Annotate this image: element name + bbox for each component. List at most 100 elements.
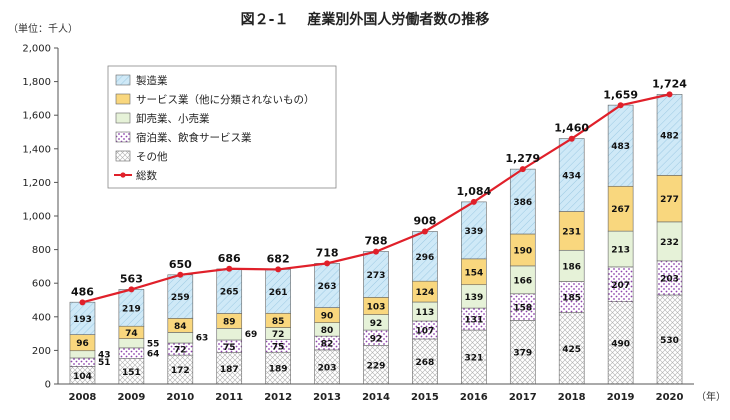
bar-value-label: 265 (220, 288, 239, 298)
bar-value-label: 213 (611, 246, 630, 256)
bar-segment (558, 249, 585, 282)
bar-segment (167, 354, 194, 385)
bar-value-label: 482 (660, 131, 679, 141)
legend-swatch (115, 74, 131, 86)
x-tick-label: 2018 (558, 392, 586, 403)
bar-segment (607, 104, 634, 187)
bar-segment (167, 274, 194, 319)
bar-value-label: 92 (370, 319, 383, 329)
bar-segment (118, 289, 145, 327)
x-tick-label: 2009 (117, 392, 145, 403)
bar-value-label: 483 (611, 142, 630, 152)
total-point (373, 248, 379, 255)
bar-segment (69, 301, 96, 335)
y-unit-label: （単位：千人） (8, 22, 78, 35)
bar-value-label: 63 (196, 334, 209, 344)
y-tick-label: 0 (45, 380, 51, 391)
total-point (519, 166, 526, 173)
bar-value-label: 107 (416, 326, 435, 336)
total-line: 486 563 650 686 682 718 788 908 1,084 1,279 1,460 1… (71, 77, 687, 306)
total-value-label: 650 (169, 258, 192, 271)
y-axis: 0 200 400 600 800 1,000 1,200 1,400 1,600 1,800 2,… (22, 44, 59, 391)
y-tick-label: 1,400 (22, 144, 51, 155)
bar-value-label: 89 (223, 317, 236, 327)
bar-segment (69, 350, 96, 359)
x-axis: 2008 2009 2010 2011 2012 2013 2014 2015 2016 2017… (58, 383, 694, 403)
bar-value-label: 259 (171, 293, 190, 303)
legend-swatch (115, 150, 131, 162)
total-point (275, 266, 282, 273)
bar-value-label: 96 (76, 339, 89, 349)
total-value-label: 908 (413, 214, 436, 227)
bar-value-label: 193 (73, 315, 92, 325)
legend-label: 卸売業、小売業 (136, 112, 210, 125)
bar-value-label: 261 (269, 288, 288, 298)
bar-value-label: 92 (370, 334, 383, 344)
legend-label: サービス業（他に分類されないもの） (136, 93, 315, 106)
bar-value-label: 434 (562, 172, 581, 182)
x-tick-label: 2010 (166, 392, 194, 403)
bar-value-label: 84 (174, 322, 187, 332)
legend-swatch (115, 112, 131, 124)
total-value-label: 1,084 (456, 185, 491, 198)
total-point (568, 135, 575, 142)
y-tick-label: 1,600 (22, 111, 51, 122)
bar-segment (656, 175, 683, 223)
bar-value-label: 425 (562, 345, 581, 355)
x-tick-label: 2011 (215, 392, 243, 403)
bar-value-label: 69 (245, 330, 258, 340)
legend-box (107, 65, 337, 189)
bar-value-label: 151 (122, 368, 141, 378)
total-value-label: 718 (316, 246, 339, 259)
total-point (617, 102, 624, 109)
total-point (324, 260, 331, 267)
bar-segment (118, 358, 145, 385)
bar-value-label: 339 (464, 227, 483, 237)
bar-value-label: 172 (171, 366, 190, 376)
bar-value-label: 229 (367, 361, 386, 371)
x-tick-label: 2012 (264, 392, 292, 403)
legend-swatch (115, 131, 131, 143)
bar-segment (607, 266, 634, 302)
bar-value-label: 158 (513, 304, 532, 314)
bar-value-label: 75 (272, 342, 285, 352)
bar-value-label: 185 (562, 294, 581, 304)
bar-value-label: 321 (464, 354, 483, 364)
bar-value-label: 80 (321, 326, 334, 336)
y-tick-label: 1,200 (22, 178, 51, 189)
chart-title: 図２-１ 産業別外国人労働者数の推移 (241, 11, 490, 28)
total-point (421, 228, 428, 235)
bar-value-label: 82 (321, 340, 334, 350)
bar-value-label: 267 (611, 205, 630, 215)
bar-segment (558, 281, 585, 313)
bar-value-label: 85 (272, 317, 285, 327)
total-value-label: 686 (218, 252, 241, 265)
x-tick-label: 2016 (460, 392, 488, 403)
legend-line-marker (120, 172, 126, 178)
y-tick-label: 400 (32, 312, 51, 323)
total-point (226, 265, 233, 272)
bar-value-label: 186 (562, 262, 581, 272)
bar-value-label: 187 (220, 365, 239, 375)
total-value-label: 563 (120, 272, 143, 285)
bar-value-label: 207 (611, 281, 630, 291)
y-tick-label: 200 (32, 346, 51, 357)
total-point (79, 299, 86, 306)
total-point (177, 271, 184, 278)
total-point (470, 198, 477, 205)
bar-value-label: 219 (122, 304, 141, 314)
bar-segment (118, 347, 145, 359)
bar-value-label: 75 (223, 343, 236, 353)
y-tick-label: 2,000 (22, 44, 51, 55)
bar-value-label: 268 (416, 358, 435, 368)
bar-segment (265, 269, 291, 314)
bar-value-label: 113 (416, 308, 435, 318)
y-tick-label: 1,000 (22, 212, 51, 223)
bar-value-label: 379 (513, 349, 532, 359)
bar-value-label: 166 (513, 276, 532, 286)
total-value-label: 1,279 (505, 152, 540, 165)
bar-segment (314, 263, 340, 308)
legend-label: 製造業 (136, 74, 168, 87)
legend-swatch (115, 93, 131, 105)
